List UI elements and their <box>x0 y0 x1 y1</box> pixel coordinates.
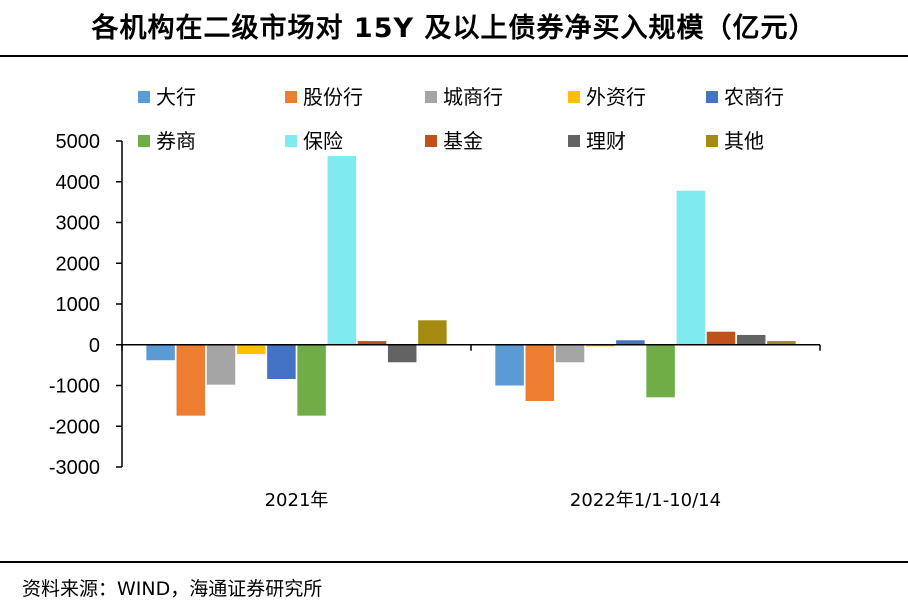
bar-理财-2021年 <box>387 344 417 363</box>
legend-label-保险: 保险 <box>303 129 343 153</box>
legend-label-理财: 理财 <box>586 129 626 153</box>
legend-label-大行: 大行 <box>156 85 196 109</box>
y-tick-label: 4000 <box>56 172 101 194</box>
bar-股份行-2022年1-1-10-14 <box>525 344 555 401</box>
legend-swatch-其他 <box>706 135 718 147</box>
category-labels: 2021年 2022年1/1-10/14 <box>265 490 721 511</box>
legend-label-券商: 券商 <box>156 129 196 153</box>
source-divider <box>0 561 908 563</box>
y-tick-label: 0 <box>89 335 100 357</box>
title-divider <box>0 55 908 57</box>
legend-swatch-大行 <box>138 91 150 103</box>
legend-swatch-券商 <box>138 135 150 147</box>
bar-基金-2021年 <box>357 341 387 345</box>
legend-label-股份行: 股份行 <box>303 85 363 109</box>
bar-基金-2022年1-1-10-14 <box>706 331 736 345</box>
legend-label-基金: 基金 <box>443 129 483 153</box>
legend-swatch-股份行 <box>285 91 297 103</box>
bar-外资行-2022年1-1-10-14 <box>585 344 615 347</box>
bar-券商-2021年 <box>297 344 326 416</box>
legend-swatch-保险 <box>285 135 297 147</box>
legend-label-城商行: 城商行 <box>443 85 503 109</box>
bar-理财-2022年1-1-10-14 <box>736 334 766 345</box>
bar-券商-2022年1-1-10-14 <box>646 344 675 398</box>
bar-外资行-2021年 <box>236 344 266 355</box>
y-tick-label: 2000 <box>56 253 101 275</box>
y-tick-label: 5000 <box>56 131 101 153</box>
legend-swatch-理财 <box>568 135 580 147</box>
bar-农商行-2021年 <box>267 344 296 379</box>
bar-大行-2021年 <box>146 344 175 361</box>
y-tick-label: -2000 <box>49 416 100 438</box>
legend-label-其他: 其他 <box>724 129 764 153</box>
bar-股份行-2021年 <box>176 344 206 416</box>
bar-城商行-2022年1-1-10-14 <box>555 344 585 363</box>
legend-swatch-农商行 <box>706 91 718 103</box>
axes <box>121 141 821 467</box>
x-category-label: 2021年 <box>265 490 329 511</box>
bar-其他-2021年 <box>418 320 447 345</box>
bar-其他-2022年1-1-10-14 <box>767 341 796 345</box>
bar-保险-2021年 <box>327 156 357 345</box>
bar-保险-2022年1-1-10-14 <box>676 190 706 345</box>
bar-农商行-2022年1-1-10-14 <box>616 340 645 345</box>
legend-swatch-外资行 <box>568 91 580 103</box>
y-tick-label: 3000 <box>56 213 101 235</box>
legend-label-农商行: 农商行 <box>724 85 784 109</box>
bars <box>146 156 796 416</box>
y-axis: 5000 4000 3000 2000 1000 0 -1000 -2000 -3000 <box>49 131 122 479</box>
legend-swatch-基金 <box>425 135 437 147</box>
bar-大行-2022年1-1-10-14 <box>495 344 524 386</box>
source-note: 资料来源：WIND，海通证券研究所 <box>22 578 323 600</box>
bar-城商行-2021年 <box>206 344 236 385</box>
y-tick-label: -1000 <box>49 376 100 398</box>
legend-swatch-城商行 <box>425 91 437 103</box>
x-category-label: 2022年1/1-10/14 <box>570 490 721 511</box>
chart-title: 各机构在二级市场对 15Y 及以上债券净买入规模（亿元） <box>91 13 817 44</box>
y-tick-label: -3000 <box>49 457 100 479</box>
y-tick-label: 1000 <box>56 294 101 316</box>
legend-label-外资行: 外资行 <box>586 85 646 109</box>
